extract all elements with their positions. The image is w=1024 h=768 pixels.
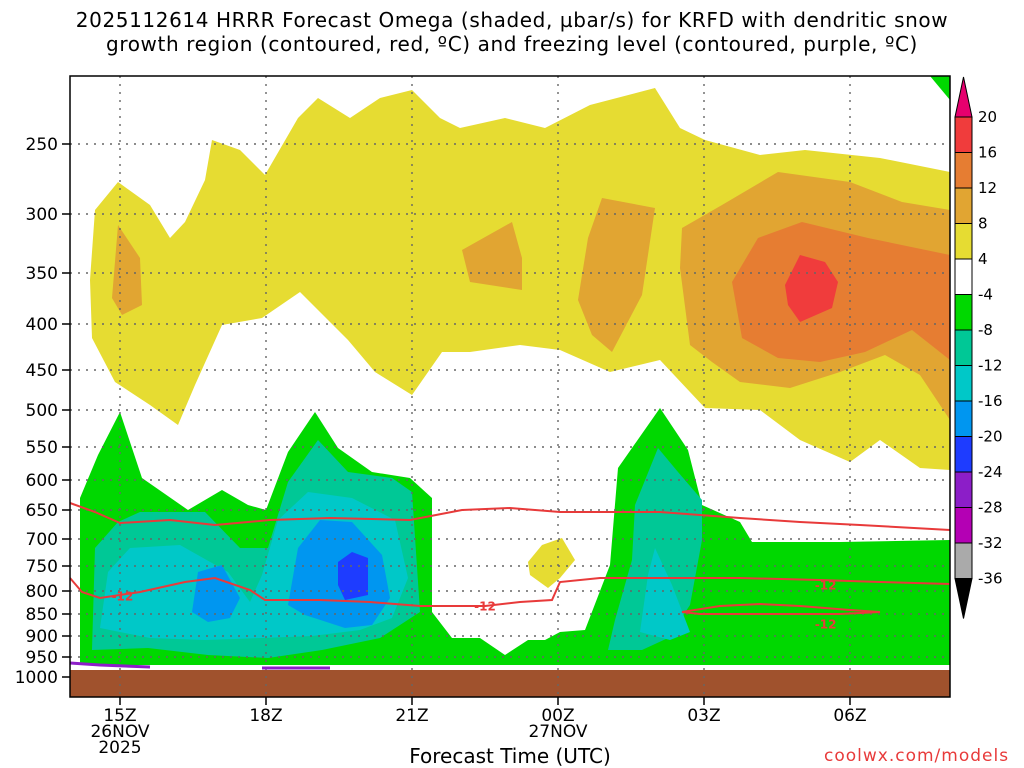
colorbar-bin xyxy=(954,187,973,224)
colorbar-bin xyxy=(954,294,973,331)
plot-grid xyxy=(70,76,950,697)
y-tick-label: 300 xyxy=(26,205,58,225)
colorbar-bin xyxy=(954,436,973,473)
colorbar-bin xyxy=(954,365,973,402)
colorbar-bottom-arrow xyxy=(954,578,973,619)
colorbar-bin xyxy=(954,116,973,153)
colorbar-label: -12 xyxy=(978,357,1003,375)
colorbar-label: 12 xyxy=(978,179,997,197)
y-tick-label: 750 xyxy=(26,557,58,577)
colorbar-label: -32 xyxy=(978,534,1003,552)
chart-title-line2: growth region (contoured, red, ºC) and f… xyxy=(106,32,918,56)
credit-text: coolwx.com/models xyxy=(824,746,1010,766)
x-tick-label: 00Z xyxy=(541,706,574,726)
y-tick-label: 700 xyxy=(26,530,58,550)
x-axis-title: Forecast Time (UTC) xyxy=(409,744,611,768)
x-tick-label: 06Z xyxy=(833,706,866,726)
colorbar-label: 8 xyxy=(978,215,988,233)
colorbar-bin xyxy=(954,329,973,366)
y-tick-label: 250 xyxy=(26,135,58,155)
colorbar-label: -36 xyxy=(978,570,1003,588)
colorbar-bin xyxy=(954,223,973,260)
colorbar-bin xyxy=(954,542,973,579)
omega-fill-red xyxy=(785,255,838,322)
colorbar-bin xyxy=(954,471,973,508)
colorbar-label: -16 xyxy=(978,392,1003,410)
x-tick-label: 03Z xyxy=(687,706,720,726)
dendritic-lower-contour xyxy=(69,576,951,607)
x-tick-label: 21Z xyxy=(395,706,428,726)
y-tick-label: 800 xyxy=(26,582,58,602)
omega-fill-lightorange xyxy=(578,198,655,352)
y-axis: 2503003504004505005506006507007508008509… xyxy=(15,135,70,688)
colorbar-label: 16 xyxy=(978,144,997,162)
y-tick-label: 900 xyxy=(26,627,58,647)
colorbar-bin xyxy=(954,152,973,189)
colorbar-label: 20 xyxy=(978,108,997,126)
dendritic-closed-contour xyxy=(681,602,881,615)
contour-label: -12 xyxy=(474,600,496,614)
y-tick-label: 850 xyxy=(26,605,58,625)
colorbar-label: -8 xyxy=(978,321,993,339)
contour-label: -12 xyxy=(112,590,134,604)
omega-fill-lightorange xyxy=(462,222,522,290)
omega-fill-orange xyxy=(732,222,950,362)
y-tick-label: 950 xyxy=(26,648,58,668)
y-tick-label: 650 xyxy=(26,501,58,521)
colorbar-label: -24 xyxy=(978,463,1003,481)
freezing-level-contour xyxy=(69,661,151,669)
x-tick-date-label: 26NOV xyxy=(90,722,149,742)
ground-surface xyxy=(70,670,950,697)
omega-fill-blue xyxy=(338,552,368,600)
y-tick-label: 400 xyxy=(26,315,58,335)
omega-fill-yellow-small xyxy=(528,538,575,588)
colorbar-bin xyxy=(954,400,973,437)
colorbar-label: -20 xyxy=(978,428,1003,446)
omega-fill-cyan xyxy=(640,548,690,640)
x-tick-date-label: 27NOV xyxy=(528,722,587,742)
y-tick-label: 1000 xyxy=(15,668,58,688)
x-tick-label: 15Z xyxy=(103,706,136,726)
y-tick-label: 350 xyxy=(26,264,58,284)
colorbar-top-arrow xyxy=(954,76,973,118)
colorbar-label: 4 xyxy=(978,250,988,268)
plot-frame xyxy=(69,75,951,698)
y-tick-label: 600 xyxy=(26,471,58,491)
colorbar-label: -28 xyxy=(978,499,1003,517)
dendritic-upper-contour xyxy=(69,502,951,531)
contour-labels: -12 -12 -12 -12 xyxy=(112,579,837,632)
colorbar: 20 16 12 8 4 -4 -8 -12 -16 -20 -24 -28 -32 -36 xyxy=(954,76,1003,619)
chart-title-line1: 2025112614 HRRR Forecast Omega (shaded, … xyxy=(75,8,949,32)
y-tick-label: 550 xyxy=(26,438,58,458)
x-tick-label: 18Z xyxy=(249,706,282,726)
colorbar-bin xyxy=(954,507,973,544)
contour-label: -12 xyxy=(815,579,837,593)
colorbar-label: -4 xyxy=(978,286,993,304)
y-tick-label: 450 xyxy=(26,361,58,381)
omega-fill-green-corner xyxy=(930,76,950,100)
colorbar-bin xyxy=(954,258,973,295)
omega-shading xyxy=(80,76,950,665)
y-tick-label: 500 xyxy=(26,401,58,421)
x-tick-year-label: 2025 xyxy=(98,738,141,758)
contour-label: -12 xyxy=(815,618,837,632)
